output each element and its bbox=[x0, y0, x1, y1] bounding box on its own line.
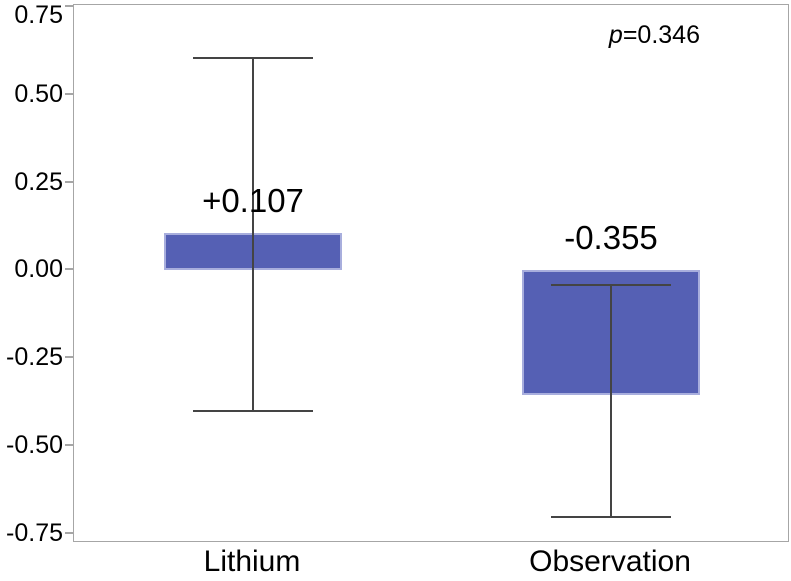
y-tick-mark bbox=[65, 444, 73, 447]
y-tick-label: -0.50 bbox=[6, 431, 63, 460]
y-tick-mark bbox=[65, 92, 73, 95]
y-tick-mark bbox=[65, 4, 73, 7]
p-value-annotation: p=0.346 bbox=[520, 21, 700, 49]
y-tick-label: -0.25 bbox=[6, 343, 63, 372]
y-tick-label: 0.00 bbox=[14, 255, 63, 284]
y-tick-label: 0.75 bbox=[14, 1, 63, 29]
y-tick-mark bbox=[65, 180, 73, 183]
error-bar-cap-bottom bbox=[551, 515, 671, 518]
y-tick-label: 0.25 bbox=[14, 167, 63, 196]
error-bar-line bbox=[252, 57, 254, 412]
y-tick-mark bbox=[65, 532, 73, 535]
p-value-symbol: p bbox=[608, 21, 623, 49]
x-axis-label: Observation bbox=[529, 545, 691, 578]
y-tick-mark bbox=[65, 356, 73, 359]
p-value-text: =0.346 bbox=[622, 21, 700, 49]
bar-value-label: -0.355 bbox=[564, 219, 658, 257]
error-bar-cap-top bbox=[193, 56, 313, 59]
plot-area: +0.107 -0.355 bbox=[73, 4, 789, 542]
error-bar-cap-top bbox=[551, 283, 671, 286]
x-axis-label: Lithium bbox=[203, 545, 301, 578]
y-tick-label: 0.50 bbox=[14, 79, 63, 108]
y-tick-label: -0.75 bbox=[6, 519, 63, 548]
error-bar-cap-bottom bbox=[193, 410, 313, 413]
error-bar-line bbox=[610, 284, 612, 517]
bar-value-label: +0.107 bbox=[202, 181, 304, 219]
y-tick-mark bbox=[65, 268, 73, 271]
